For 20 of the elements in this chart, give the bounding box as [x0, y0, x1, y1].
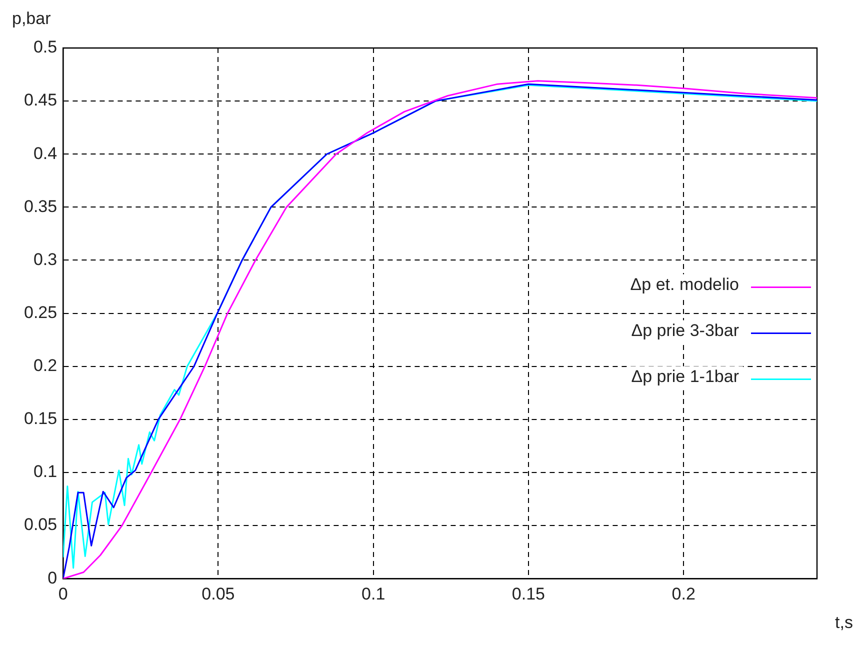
legend-label: Δp prie 3-3bar	[631, 320, 740, 340]
x-tick-label: 0.2	[672, 584, 696, 604]
x-tick-label: 0.05	[202, 584, 235, 604]
x-tick-label: 0.1	[362, 584, 386, 604]
y-tick-label: 0.4	[33, 144, 58, 163]
y-tick-label: 0.45	[24, 90, 58, 110]
y-tick-label: 0.1	[33, 462, 58, 482]
y-tick-label: 0.5	[33, 38, 58, 57]
legend-label: Δp prie 1-1bar	[631, 366, 740, 386]
y-tick-label: 0.15	[24, 409, 58, 428]
y-tick-label: 0.35	[24, 196, 58, 216]
x-tick-label: 0.15	[512, 584, 546, 604]
y-tick-label: 0.2	[33, 356, 58, 376]
y-tick-label: 0.3	[33, 250, 58, 269]
y-tick-label: 0	[48, 568, 58, 588]
y-tick-label: 0.25	[24, 302, 58, 322]
x-axis-title: t,s	[835, 612, 853, 632]
legend-label: Δp et. modelio	[630, 274, 739, 294]
y-tick-label: 0.05	[24, 515, 58, 534]
y-axis-title: p,bar	[12, 9, 52, 28]
